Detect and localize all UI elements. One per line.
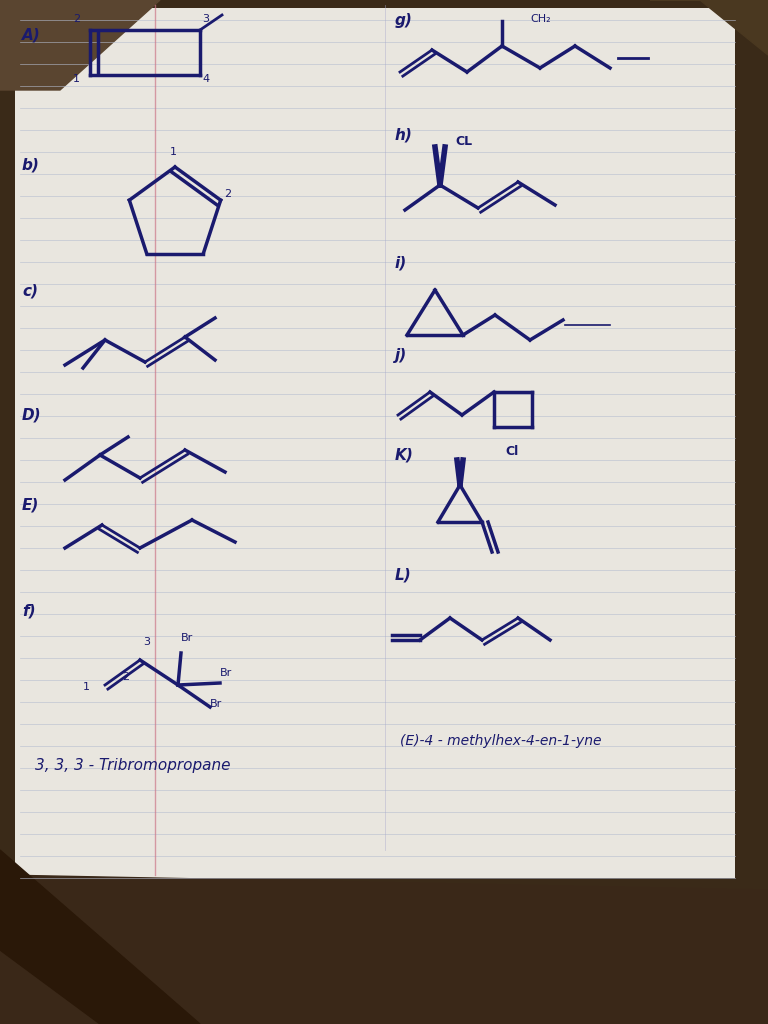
Text: g): g) (395, 13, 413, 28)
Text: 1: 1 (73, 74, 80, 84)
Text: Cl: Cl (505, 445, 518, 458)
Text: i): i) (395, 256, 407, 271)
Text: 2: 2 (73, 14, 80, 24)
Text: Br: Br (181, 633, 194, 643)
Text: b): b) (22, 158, 40, 173)
Polygon shape (0, 850, 200, 1024)
Text: 2: 2 (223, 189, 230, 199)
Text: f): f) (22, 603, 35, 618)
Text: D): D) (22, 408, 41, 423)
Text: 4: 4 (202, 74, 209, 84)
Text: 3: 3 (143, 637, 150, 647)
Text: 3, 3, 3 - Tribromopropane: 3, 3, 3 - Tribromopropane (35, 758, 230, 773)
Text: j): j) (395, 348, 407, 362)
Text: K): K) (395, 449, 414, 463)
Text: h): h) (395, 128, 413, 143)
Text: 2: 2 (122, 672, 129, 682)
Text: (E)-4 - methylhex-4-en-1-yne: (E)-4 - methylhex-4-en-1-yne (400, 734, 601, 748)
Text: CH₂: CH₂ (530, 14, 551, 24)
FancyBboxPatch shape (15, 8, 735, 878)
Polygon shape (0, 0, 160, 90)
Text: L): L) (395, 568, 412, 583)
Text: 3: 3 (202, 14, 209, 24)
Text: 1: 1 (83, 682, 90, 692)
Polygon shape (650, 0, 768, 55)
Text: E): E) (22, 498, 39, 513)
Text: 1: 1 (170, 147, 177, 157)
Text: c): c) (22, 283, 38, 298)
Text: Br: Br (220, 668, 232, 678)
Polygon shape (0, 874, 768, 1024)
Text: CL: CL (455, 135, 472, 148)
Text: Br: Br (210, 699, 222, 709)
Text: A): A) (22, 28, 41, 43)
